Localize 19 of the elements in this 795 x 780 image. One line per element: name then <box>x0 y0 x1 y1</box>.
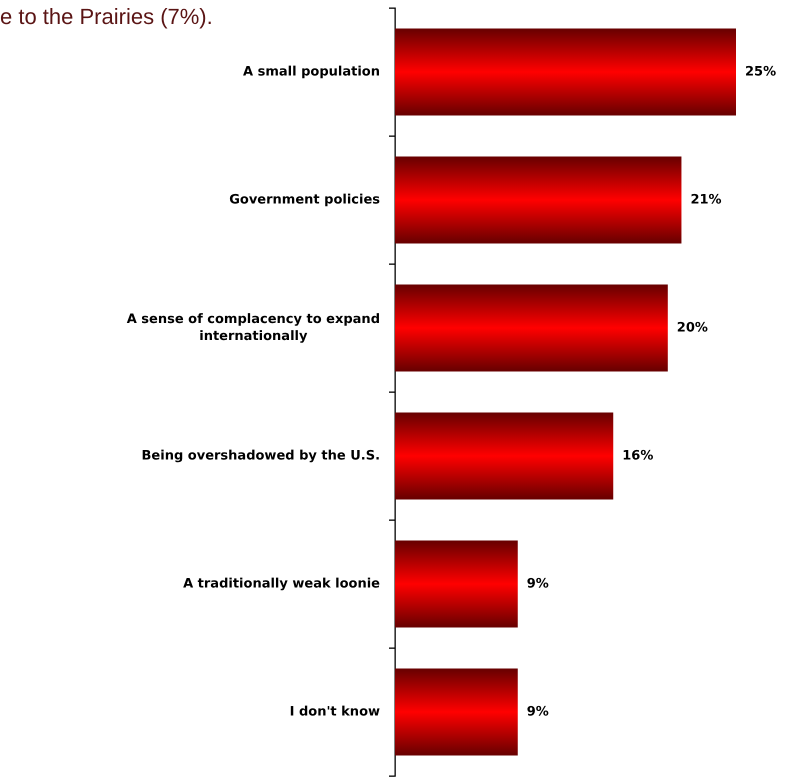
bar <box>395 540 518 628</box>
bar <box>395 156 682 244</box>
bar <box>395 668 518 756</box>
data-label: 20% <box>676 320 708 336</box>
data-label: 9% <box>526 576 549 592</box>
data-label: 21% <box>690 192 722 208</box>
data-label: 9% <box>526 704 549 720</box>
y-tick-label: A sense of complacency to expand internationally <box>126 312 380 344</box>
y-tick-label: Government policies <box>229 192 380 208</box>
data-label: 25% <box>745 64 776 80</box>
y-tick-label: I don't know <box>290 704 380 720</box>
y-tick-label: A traditionally weak loonie <box>183 576 380 592</box>
bar <box>395 412 614 500</box>
bar <box>395 28 736 116</box>
data-label: 16% <box>622 448 654 464</box>
text: e to the Prairies (7%). <box>0 4 213 30</box>
y-tick-label: A small population <box>243 64 380 80</box>
bar <box>395 284 668 372</box>
y-tick-label: Being overshadowed by the U.S. <box>142 448 380 464</box>
